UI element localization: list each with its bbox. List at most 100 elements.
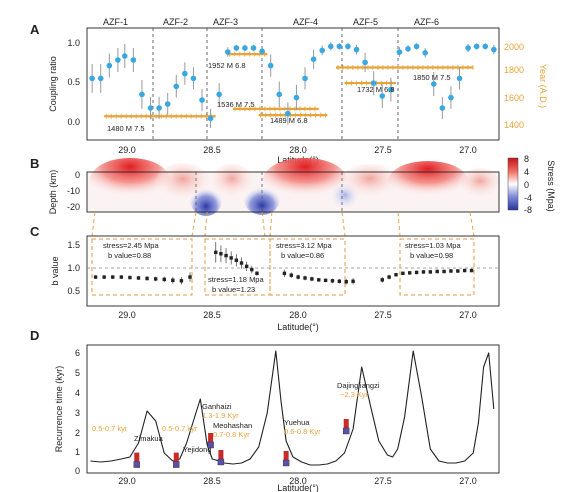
group-annotations-c: stress=2.45 Mpa b value=0.88 stress=1.18…	[103, 241, 461, 294]
b-value-point	[111, 275, 115, 279]
group-stress: stress=3.12 Mpa	[276, 241, 332, 250]
stress-heatmap	[86, 158, 502, 216]
b-value-point	[188, 275, 192, 279]
coupling-point	[310, 56, 317, 62]
x-tick-label: 27.5	[374, 476, 392, 486]
coupling-point	[413, 43, 420, 50]
y-axis-label-d: Recurrence time (kyr)	[54, 366, 64, 453]
site-range-bar	[283, 451, 289, 463]
coupling-point	[319, 47, 325, 54]
zone-labels-a: AZF-1 AZF-2 AZF-3 AZF-4 AZF-5 AZF-6	[103, 17, 439, 27]
stress-high-zone	[90, 158, 170, 202]
coupling-point	[336, 43, 343, 50]
coupling-point	[139, 91, 145, 98]
y-tick-label: 0.0	[67, 117, 80, 127]
b-value-point	[462, 268, 467, 273]
site-range: ~2.3 Kyr	[340, 390, 369, 399]
connector-lines	[91, 211, 475, 237]
b-value-point	[162, 277, 166, 282]
x-tick-label: 27.5	[374, 310, 392, 320]
coupling-point	[456, 75, 463, 82]
axes-frame-a	[86, 27, 500, 141]
event-label: 1850 M 7.5	[413, 73, 451, 82]
y-tick-label: 4	[75, 388, 80, 398]
coupling-point	[482, 43, 489, 50]
coupling-point	[353, 46, 360, 53]
group-stress: stress=1.18 Mpa	[208, 275, 264, 284]
coupling-series-a	[89, 42, 497, 128]
coupling-point	[147, 105, 154, 111]
y-axis-label-b: Depth (km)	[48, 170, 58, 215]
coupling-point	[362, 59, 368, 66]
stress-high-zone	[263, 158, 347, 202]
b-value-point	[401, 271, 405, 276]
panel-label-c: C	[30, 224, 40, 239]
b-value-point	[456, 269, 460, 273]
b-value-point	[153, 277, 158, 281]
coupling-point	[173, 83, 180, 90]
x-axis-label-c: Latitude(°)	[277, 322, 319, 332]
coupling-point	[370, 80, 377, 86]
coupling-point	[164, 101, 171, 107]
y-axis-b: 0 -10 -20 Depth (km)	[48, 170, 80, 215]
stress-high-zone	[340, 164, 400, 200]
group-stress: stress=1.03 Mpa	[405, 241, 461, 250]
b-value-point	[469, 268, 474, 273]
x-axis-c: 29.0 28.5 28.0 27.5 27.0 Latitude(°)	[118, 310, 477, 332]
b-value-point	[214, 250, 218, 255]
y-axis-label-a: Coupling ratio	[48, 56, 58, 112]
b-value-point	[330, 279, 335, 283]
b-value-point	[442, 269, 446, 274]
colorbar-gradient	[507, 157, 519, 211]
colorbar-tick: 4	[524, 167, 529, 177]
b-value-point	[380, 278, 384, 282]
panel-d: D 0.5-0.7 kyr Zimakua 0.5-0.7 kyr Yejido…	[30, 328, 500, 492]
b-value-point	[337, 279, 342, 283]
b-value-point	[344, 280, 348, 284]
recurrence-series	[90, 350, 495, 466]
site-range-bar	[134, 452, 140, 465]
x-tick-label: 28.5	[203, 145, 221, 155]
zone-label: AZF-6	[414, 17, 439, 27]
y-tick-label: 6	[75, 348, 80, 358]
x-tick-label: 29.0	[118, 145, 136, 155]
zone-label: AZF-3	[213, 17, 238, 27]
site-marker	[207, 441, 214, 449]
zone-dividers-b	[195, 172, 343, 212]
colorbar: 8 4 0 -4 -8 Stress (Mpa)	[507, 154, 556, 215]
y2-tick-label: 1600	[504, 93, 524, 103]
coupling-point	[190, 75, 197, 82]
y-tick-label: 1.0	[67, 38, 80, 48]
b-value-point	[323, 278, 328, 283]
coupling-point	[405, 46, 411, 52]
coupling-point	[182, 70, 188, 77]
x-tick-label: 28.0	[289, 310, 307, 320]
group-box	[91, 238, 193, 296]
x-tick-label: 28.5	[203, 476, 221, 486]
y2-tick-label: 1800	[504, 65, 524, 75]
coupling-point	[233, 45, 240, 51]
coupling-point	[448, 94, 454, 101]
colorbar-tick: 0	[524, 180, 529, 190]
site-marker	[173, 461, 180, 468]
x-tick-label: 29.0	[118, 476, 136, 486]
y-tick-label: 1	[75, 447, 80, 457]
b-value-point	[179, 279, 184, 283]
x-tick-label: 28.5	[203, 310, 221, 320]
site-marker	[217, 458, 225, 466]
y-tick-label: 5	[75, 368, 80, 378]
coupling-point	[491, 46, 497, 53]
event-label: 1732 M 6.8	[357, 85, 395, 94]
site-range-bar	[218, 450, 224, 462]
b-value-point	[145, 276, 149, 281]
group-b-value: b value=1.23	[212, 285, 255, 294]
y-axis-d: 6 5 4 3 2 1 0 Recurrence time (kyr)	[54, 348, 80, 476]
b-value-point	[255, 271, 259, 276]
site-range: 0.5-0.7 kyr	[92, 424, 128, 433]
coupling-point	[465, 45, 471, 51]
coupling-point	[156, 105, 162, 111]
coupling-point	[250, 45, 257, 51]
y-tick-label: 1.0	[67, 263, 80, 273]
y-axis-label-c: b value	[50, 256, 60, 285]
coupling-point	[396, 49, 403, 55]
